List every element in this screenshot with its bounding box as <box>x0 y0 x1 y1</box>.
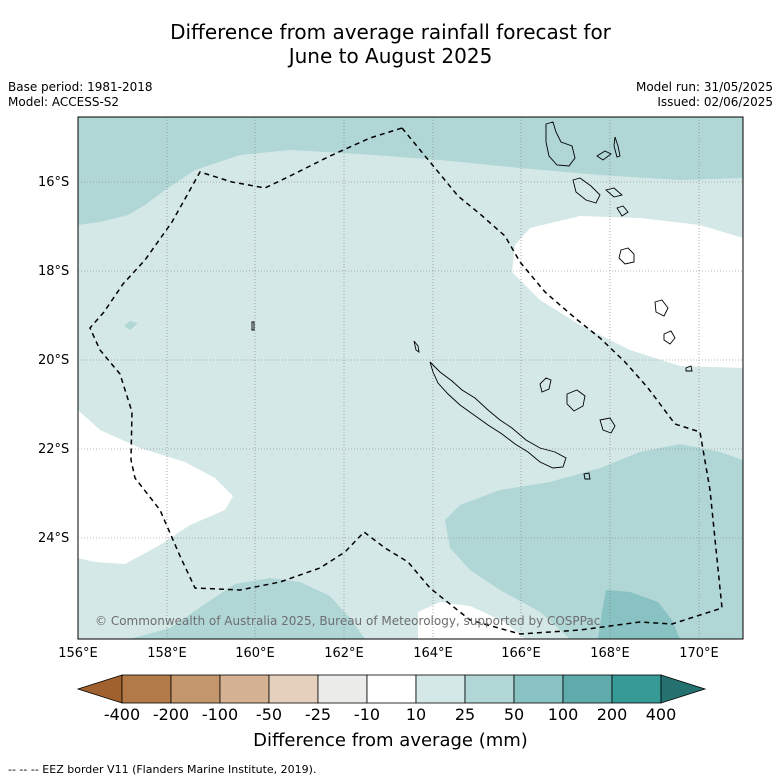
eez-border <box>89 127 723 635</box>
belep-islands <box>413 340 420 353</box>
vanuatu-tanna <box>654 299 669 317</box>
colorbar-tick-label: -25 <box>304 705 332 724</box>
title-line-1: Difference from average rainfall forecas… <box>170 20 611 44</box>
colorbar-tick-label: 200 <box>596 705 628 724</box>
colorbar-tick-label: 100 <box>547 705 579 724</box>
map-title: Difference from average rainfall forecas… <box>0 20 781 68</box>
colorbar <box>76 674 707 704</box>
model-run-label: Model run: 31/05/2025 <box>635 80 773 94</box>
lon-label-168e: 168°E <box>590 646 630 661</box>
colorbar-segment-10 <box>562 674 613 704</box>
colorbar-segment-7 <box>415 674 466 704</box>
colorbar-tick-label: 50 <box>503 705 525 724</box>
vanuatu-aneityum <box>663 330 676 345</box>
metadata-right: Model run: 31/05/2025 Issued: 02/06/2025 <box>636 80 773 110</box>
vanuatu-erromango <box>618 247 635 265</box>
colorbar-tick-label: 400 <box>645 705 677 724</box>
lat-label-18s: 18°S <box>38 264 70 279</box>
chesterfield-islet <box>251 321 255 331</box>
vanuatu-ambae <box>596 150 612 161</box>
vanuatu-ambrym <box>605 187 623 198</box>
anomaly-band-neutral-east <box>512 216 743 368</box>
lon-label-160e: 160°E <box>235 646 275 661</box>
colorbar-segment-6 <box>366 674 417 704</box>
colorbar-tick-label: -200 <box>152 705 190 724</box>
lon-label-164e: 164°E <box>413 646 453 661</box>
colorbar-segment-4 <box>268 674 319 704</box>
colorbar-extension-high <box>660 674 707 704</box>
new-caledonia-island <box>429 361 567 469</box>
lon-label-170e: 170°E <box>679 646 719 661</box>
colorbar-extension-low <box>76 674 123 704</box>
lat-label-24s: 24°S <box>38 531 70 546</box>
lat-label-22s: 22°S <box>38 442 70 457</box>
colorbar-tick-label: 10 <box>405 705 427 724</box>
metadata-left: Base period: 1981-2018 Model: ACCESS-S2 <box>8 80 153 110</box>
vanuatu-pentecost <box>613 136 621 158</box>
colorbar-segment-9 <box>513 674 564 704</box>
issued-label: Issued: 02/06/2025 <box>657 95 773 109</box>
lon-label-158e: 158°E <box>147 646 187 661</box>
colorbar-axis-label: Difference from average (mm) <box>253 730 528 751</box>
anomaly-band-25-50-southeast <box>445 444 743 639</box>
vanuatu-malakula <box>572 177 601 204</box>
lon-label-166e: 166°E <box>501 646 541 661</box>
loyalty-island-ouvea <box>539 377 552 393</box>
graticule <box>78 117 743 639</box>
colorbar-tick-label: -100 <box>201 705 239 724</box>
colorbar-segment-2 <box>170 674 221 704</box>
small-anomaly-patch <box>124 321 138 330</box>
lat-label-20s: 20°S <box>38 353 70 368</box>
colorbar-tick-label: -400 <box>103 705 141 724</box>
lat-label-16s: 16°S <box>38 175 70 190</box>
isle-of-pines <box>583 472 591 480</box>
loyalty-island-lifou <box>566 389 586 412</box>
vanuatu-espiritu-santo <box>545 121 576 167</box>
model-label: Model: ACCESS-S2 <box>8 95 120 109</box>
anomaly-band-25-50-southwest <box>130 578 365 639</box>
eez-footnote: -- -- -- EEZ border V11 (Flanders Marine… <box>8 763 317 776</box>
vanuatu-efate <box>616 205 629 217</box>
map-frame <box>77 116 744 640</box>
colorbar-segment-1 <box>121 674 172 704</box>
coastlines <box>251 121 693 480</box>
loyalty-island-mare <box>599 417 616 434</box>
base-period-label: Base period: 1981-2018 <box>8 80 153 94</box>
hunter-island <box>685 365 693 372</box>
colorbar-segment-11 <box>611 674 662 704</box>
colorbar-segment-5 <box>317 674 368 704</box>
colorbar-tick-label: -10 <box>353 705 381 724</box>
anomaly-band-50-100 <box>598 590 680 639</box>
colorbar-segment-8 <box>464 674 515 704</box>
lon-label-156e: 156°E <box>58 646 98 661</box>
copyright-notice: © Commonwealth of Australia 2025, Bureau… <box>95 614 601 628</box>
colorbar-tick-label: -50 <box>255 705 283 724</box>
lon-label-162e: 162°E <box>324 646 364 661</box>
colorbar-tick-label: 25 <box>454 705 476 724</box>
title-line-2: June to August 2025 <box>288 44 493 68</box>
anomaly-band-neutral-west <box>78 410 233 564</box>
anomaly-band-25-50-north <box>78 117 743 225</box>
colorbar-segment-3 <box>219 674 270 704</box>
